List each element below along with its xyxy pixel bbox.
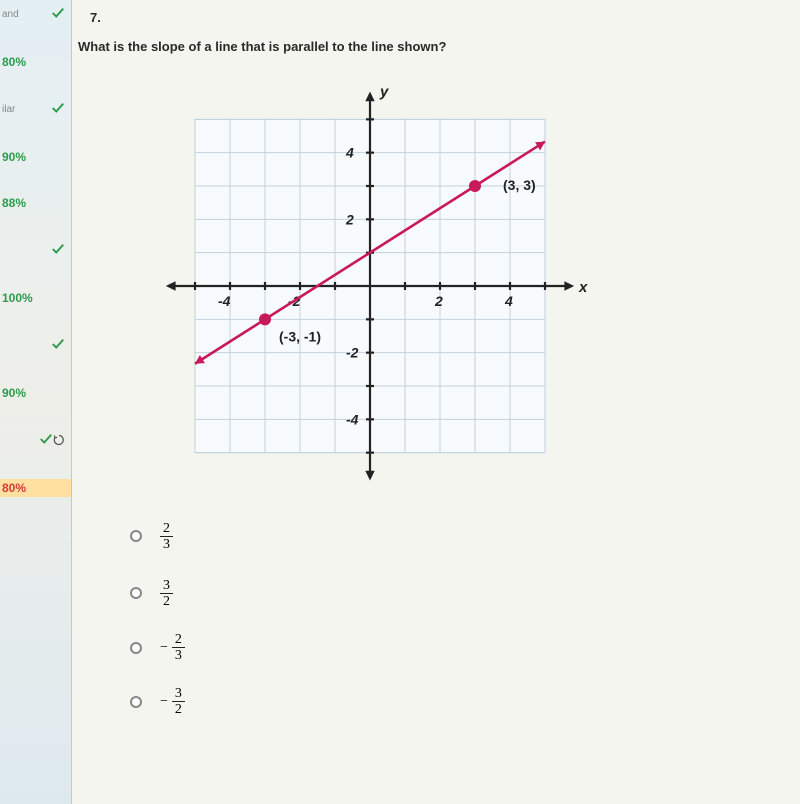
- sidebar-item[interactable]: 88%: [0, 194, 71, 212]
- question-text: What is the slope of a line that is para…: [78, 39, 782, 54]
- sidebar-item[interactable]: [0, 430, 71, 451]
- sidebar-item[interactable]: 90%: [0, 148, 71, 166]
- answer-option[interactable]: −32: [130, 687, 782, 717]
- svg-text:-4: -4: [346, 411, 359, 427]
- question-number: 7.: [90, 10, 101, 25]
- refresh-icon: [53, 437, 65, 449]
- fraction: 23: [160, 522, 173, 552]
- svg-text:y: y: [379, 84, 389, 101]
- option-value: 23: [160, 519, 173, 552]
- svg-text:2: 2: [434, 293, 443, 309]
- answer-option[interactable]: 32: [130, 576, 782, 609]
- option-value: −32: [160, 687, 185, 717]
- sidebar-item-pct: 90%: [2, 150, 26, 164]
- sidebar: and 80% ilar 90% 88% 100% 90% 80%: [0, 0, 72, 804]
- svg-text:2: 2: [345, 211, 354, 227]
- sidebar-item-pct: 88%: [2, 196, 26, 210]
- check-icon: [51, 106, 65, 118]
- svg-text:(3, 3): (3, 3): [503, 177, 536, 193]
- svg-text:(-3, -1): (-3, -1): [279, 328, 321, 344]
- question-panel: 7. What is the slope of a line that is p…: [72, 0, 800, 804]
- fraction: 32: [172, 687, 185, 717]
- svg-text:-4: -4: [218, 293, 231, 309]
- fraction: 23: [172, 633, 185, 663]
- svg-text:x: x: [578, 279, 588, 296]
- check-icon: [51, 11, 65, 23]
- sidebar-item[interactable]: [0, 240, 71, 261]
- fraction: 32: [160, 579, 173, 609]
- radio-icon[interactable]: [130, 642, 142, 654]
- sidebar-item[interactable]: 90%: [0, 384, 71, 402]
- radio-icon[interactable]: [130, 696, 142, 708]
- sidebar-item[interactable]: [0, 335, 71, 356]
- radio-icon[interactable]: [130, 587, 142, 599]
- svg-text:-2: -2: [346, 345, 359, 361]
- check-icon: [51, 342, 65, 354]
- sidebar-item[interactable]: 80%: [0, 53, 71, 71]
- svg-text:4: 4: [345, 145, 354, 161]
- answer-option[interactable]: −23: [130, 633, 782, 663]
- sidebar-item-label: and: [2, 9, 19, 20]
- question-header: 7.: [90, 10, 782, 25]
- sidebar-item[interactable]: 80%: [0, 479, 71, 497]
- radio-icon[interactable]: [130, 530, 142, 542]
- sidebar-item-pct: 90%: [2, 386, 26, 400]
- check-icon: [39, 437, 53, 449]
- option-value: 32: [160, 576, 173, 609]
- answer-option[interactable]: 23: [130, 519, 782, 552]
- sidebar-item-pct: 100%: [2, 291, 33, 305]
- svg-text:4: 4: [504, 293, 513, 309]
- sidebar-item[interactable]: ilar: [0, 99, 71, 120]
- check-icon: [51, 247, 65, 259]
- coordinate-graph: -4-224-4-224xy(-3, -1)(3, 3): [140, 66, 782, 511]
- sidebar-item-label: ilar: [2, 104, 15, 115]
- sidebar-item-pct: 80%: [2, 481, 26, 495]
- answer-options: 23 32 −23 −32: [130, 519, 782, 717]
- sidebar-item[interactable]: 100%: [0, 289, 71, 307]
- sidebar-item[interactable]: and: [0, 4, 71, 25]
- option-value: −23: [160, 633, 185, 663]
- sidebar-item-pct: 80%: [2, 55, 26, 69]
